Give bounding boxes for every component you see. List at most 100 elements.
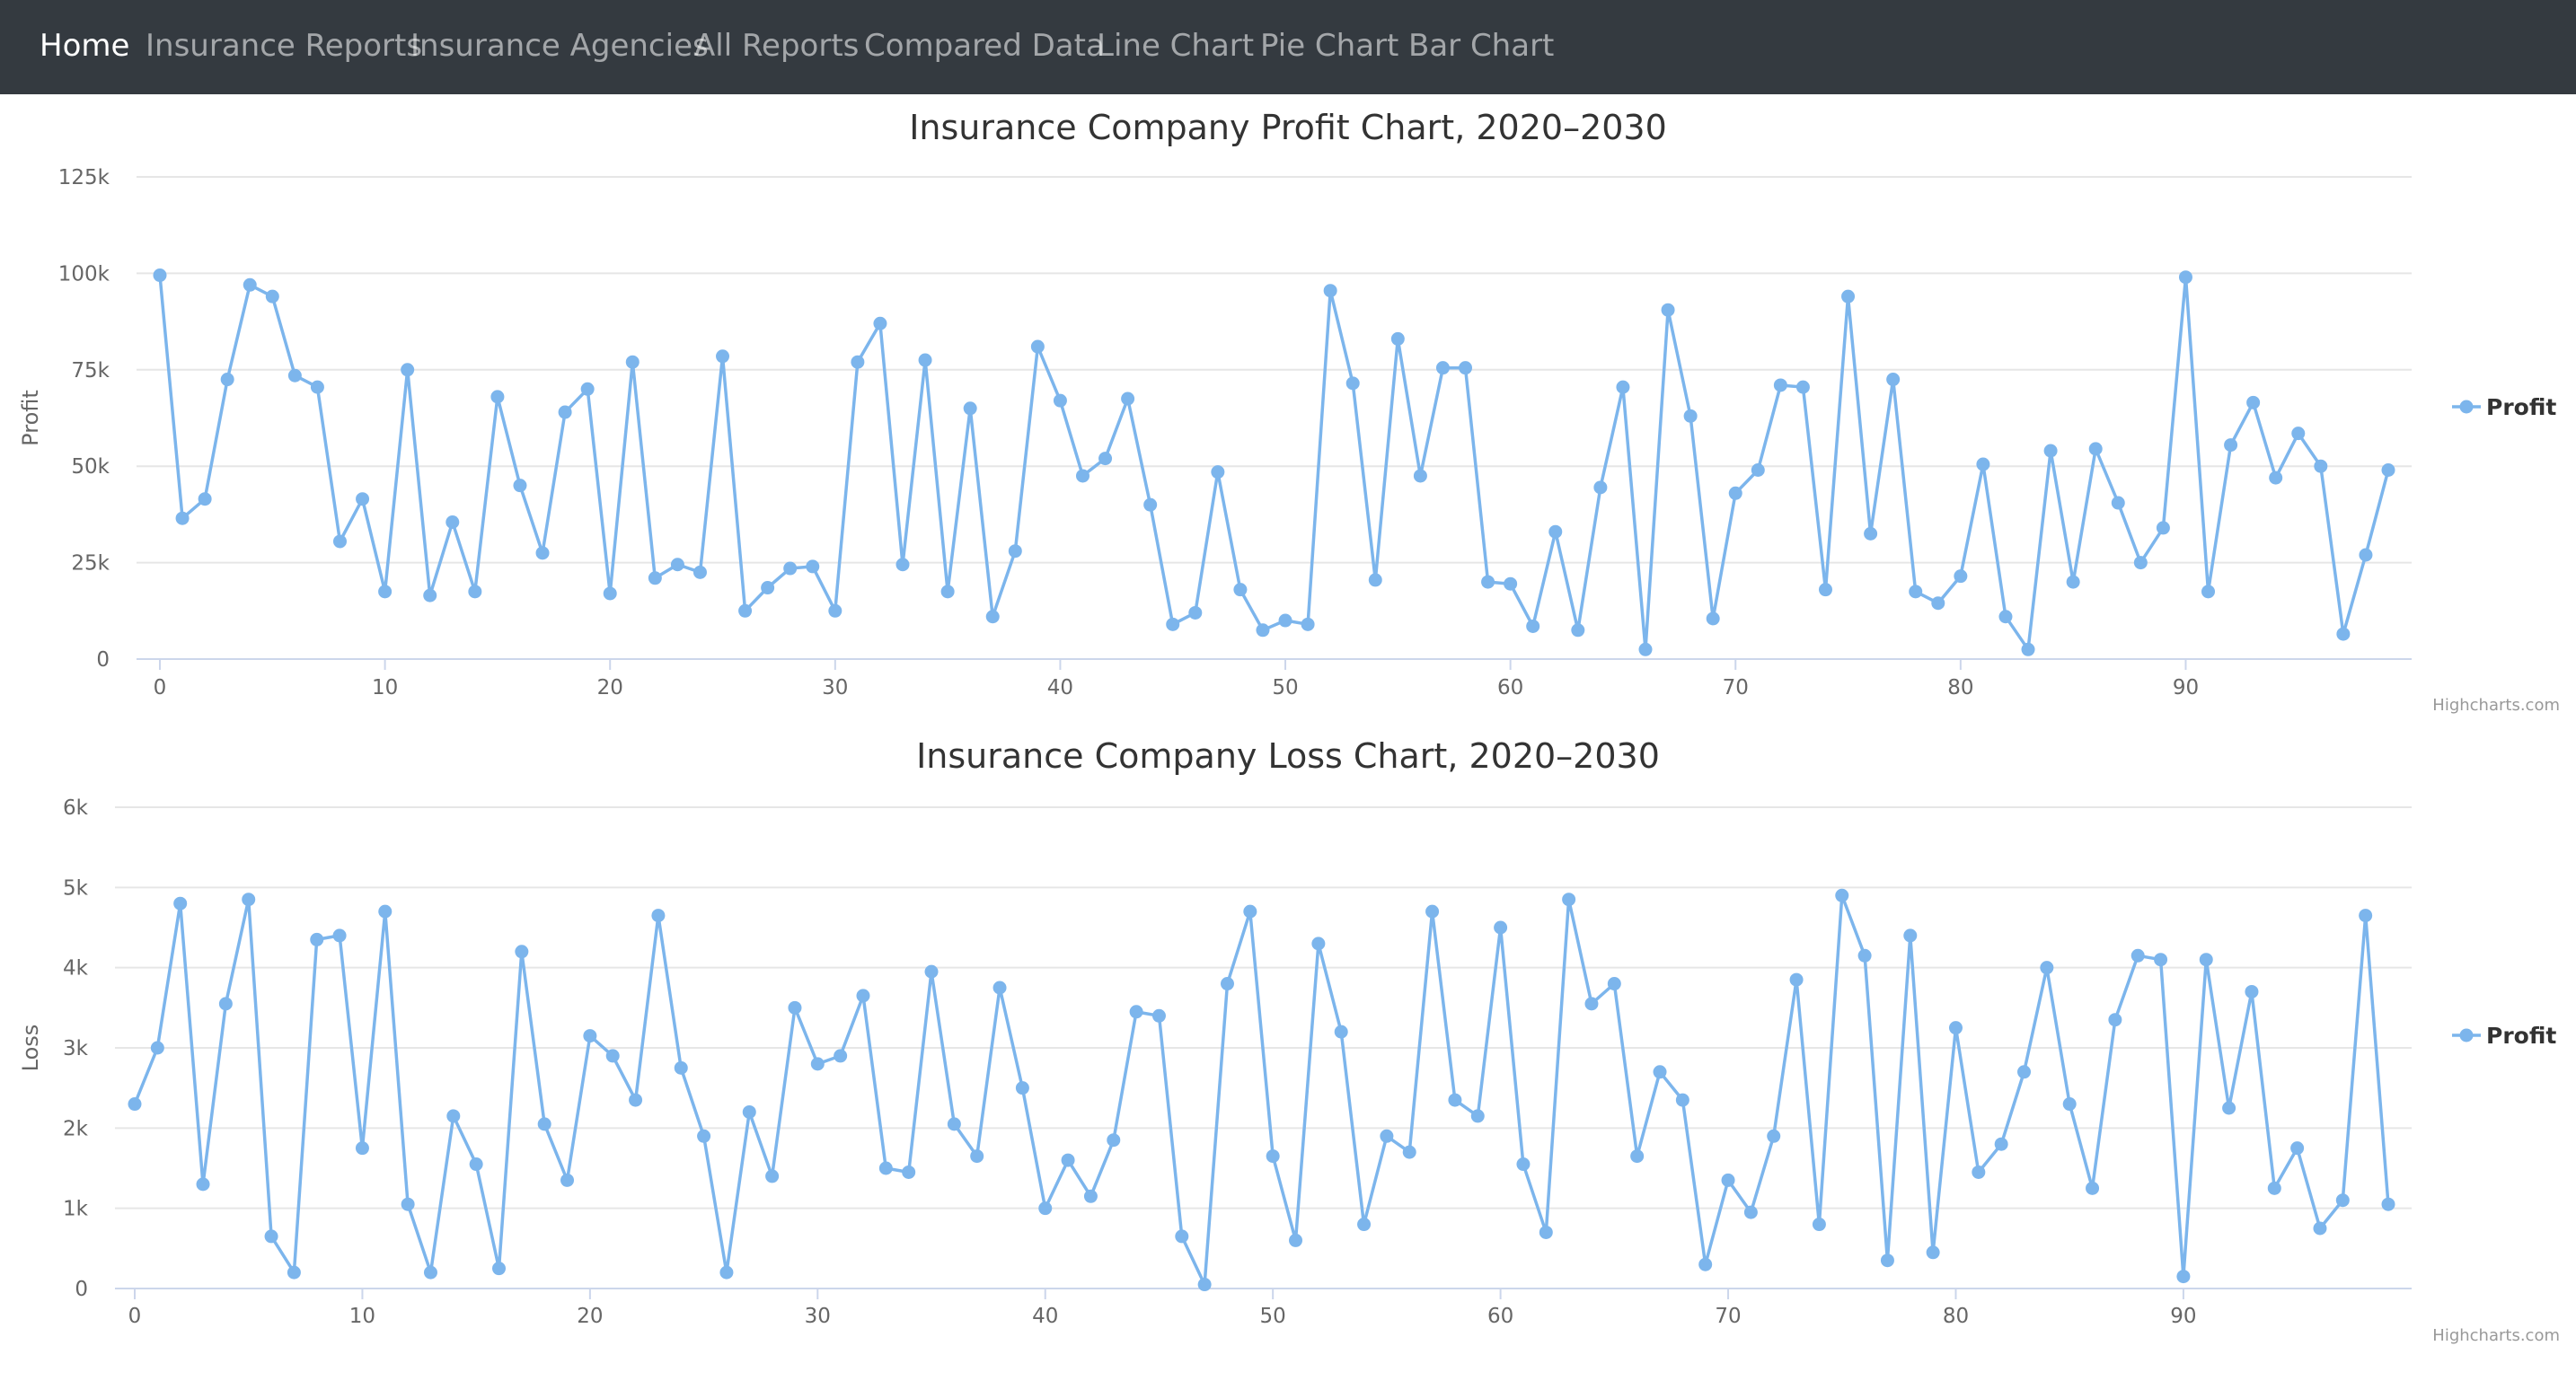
data-point[interactable] [1616,380,1630,394]
data-point[interactable] [947,1117,961,1131]
data-point[interactable] [970,1149,984,1164]
data-point[interactable] [535,546,550,560]
legend-item[interactable]: Profit [2486,1023,2556,1049]
data-point[interactable] [629,1093,643,1107]
data-point[interactable] [1548,524,1563,539]
data-point[interactable] [716,349,730,364]
data-point[interactable] [1812,1218,1826,1232]
nav-insurance-reports[interactable]: Insurance Reports [146,28,423,64]
data-point[interactable] [719,1265,734,1280]
data-point[interactable] [469,1157,483,1172]
data-point[interactable] [605,1049,620,1063]
data-point[interactable] [401,363,415,377]
data-point[interactable] [1857,948,1872,963]
data-point[interactable] [674,1060,688,1075]
data-point[interactable] [1390,331,1405,346]
data-point[interactable] [918,353,932,367]
data-point[interactable] [2086,1181,2100,1195]
data-point[interactable] [287,1265,301,1280]
nav-bar-chart[interactable]: Bar Chart [1408,28,1555,64]
data-point[interactable] [401,1197,415,1211]
data-point[interactable] [1926,1245,1940,1260]
data-point[interactable] [513,479,527,493]
data-point[interactable] [985,610,1000,624]
data-point[interactable] [2178,270,2192,285]
data-point[interactable] [788,1000,802,1015]
data-point[interactable] [196,1177,210,1192]
data-point[interactable] [742,1104,756,1119]
data-point[interactable] [356,492,370,506]
data-point[interactable] [1435,361,1450,375]
data-point[interactable] [761,581,775,595]
data-point[interactable] [175,511,190,525]
data-point[interactable] [220,373,234,387]
data-point[interactable] [378,585,393,599]
data-point[interactable] [1886,373,1901,387]
data-point[interactable] [2314,459,2328,473]
data-point[interactable] [924,964,939,979]
data-point[interactable] [2062,1097,2077,1112]
data-point[interactable] [491,1262,506,1276]
data-point[interactable] [1728,486,1742,500]
data-point[interactable] [310,380,324,394]
data-point[interactable] [355,1141,369,1156]
data-point[interactable] [1323,284,1337,298]
data-point[interactable] [2156,521,2170,535]
data-point[interactable] [1459,361,1473,375]
data-point[interactable] [2088,442,2103,456]
data-point[interactable] [2291,427,2306,441]
data-point[interactable] [1143,497,1158,512]
nav-pie-chart[interactable]: Pie Chart [1260,28,1399,64]
data-point[interactable] [1345,376,1360,391]
data-point[interactable] [902,1165,916,1179]
data-point[interactable] [287,368,302,383]
data-point[interactable] [537,1117,551,1131]
data-point[interactable] [1075,469,1090,483]
data-point[interactable] [2201,585,2216,599]
data-point[interactable] [243,277,257,292]
data-point[interactable] [2224,438,2238,453]
data-point[interactable] [1630,1149,1645,1164]
data-point[interactable] [2108,1013,2122,1027]
data-point[interactable] [648,571,662,585]
nav-line-chart[interactable]: Line Chart [1097,28,1255,64]
data-point[interactable] [1188,605,1203,620]
data-point[interactable] [1425,904,1440,919]
data-point[interactable] [515,945,529,959]
data-point[interactable] [1030,339,1045,354]
data-point[interactable] [1197,1278,1212,1292]
data-point[interactable] [128,1097,142,1112]
data-point[interactable] [697,1129,711,1143]
data-point[interactable] [265,289,279,303]
data-point[interactable] [2381,1197,2395,1211]
data-point[interactable] [651,909,666,923]
data-point[interactable] [1767,1129,1781,1143]
data-point[interactable] [1721,1173,1735,1187]
data-point[interactable] [2176,1270,2191,1284]
data-point[interactable] [1743,1205,1758,1219]
data-point[interactable] [1607,977,1621,991]
data-point[interactable] [2043,444,2058,458]
data-point[interactable] [873,316,887,330]
data-point[interactable] [1584,997,1599,1011]
data-point[interactable] [1211,465,1225,479]
data-point[interactable] [1539,1225,1553,1239]
data-point[interactable] [1661,303,1675,317]
data-point[interactable] [1751,462,1765,477]
data-point[interactable] [2111,496,2125,510]
data-point[interactable] [1470,1109,1485,1123]
data-point[interactable] [1903,928,1918,943]
data-point[interactable] [1909,585,1923,599]
data-point[interactable] [834,1049,848,1063]
data-point[interactable] [1571,623,1585,638]
data-point[interactable] [895,558,910,572]
data-point[interactable] [1835,888,1849,902]
data-point[interactable] [332,928,347,943]
legend-symbol-marker[interactable] [2459,400,2474,414]
data-point[interactable] [1266,1149,1280,1164]
nav-insurance-agencies[interactable]: Insurance Agencies [410,28,709,64]
data-point[interactable] [560,1173,575,1187]
data-point[interactable] [1243,904,1257,919]
data-point[interactable] [1008,544,1022,559]
highcharts-credit[interactable]: Highcharts.com [2432,696,2560,715]
